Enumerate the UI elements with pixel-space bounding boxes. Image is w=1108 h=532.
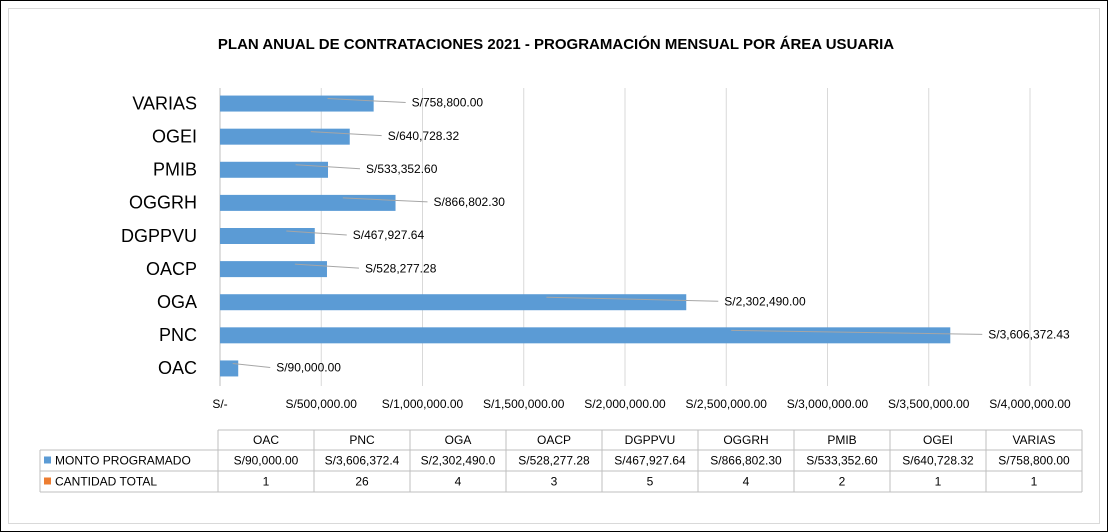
leader-line xyxy=(232,362,271,368)
bar xyxy=(220,360,239,377)
chart-title: PLAN ANUAL DE CONTRATACIONES 2021 - PROG… xyxy=(218,35,894,53)
leader-line xyxy=(327,98,406,104)
leader-line xyxy=(546,296,719,302)
data-label: S/528,277.28 xyxy=(365,261,437,275)
table-cell: S/90,000.00 xyxy=(234,454,299,468)
table-cell: 2 xyxy=(839,475,846,489)
y-tick-label: VARIAS xyxy=(132,93,197,113)
x-tick-label: S/1,000,000.00 xyxy=(382,397,464,411)
table-cell: S/467,927.64 xyxy=(614,454,686,468)
table-cell: S/528,277.28 xyxy=(518,454,590,468)
legend-label: CANTIDAD TOTAL xyxy=(55,475,157,489)
bar xyxy=(220,161,329,178)
legend-swatch xyxy=(44,477,51,485)
table-cell: 4 xyxy=(743,475,750,489)
table-header: PNC xyxy=(349,433,375,447)
bar xyxy=(220,194,396,211)
x-tick-label: S/500,000.00 xyxy=(286,397,358,411)
data-label: S/640,728.32 xyxy=(388,129,460,143)
table-header: OACP xyxy=(537,433,571,447)
data-label: S/3,606,372.43 xyxy=(988,328,1070,342)
bar xyxy=(220,228,315,244)
y-tick-label: OGEI xyxy=(152,126,197,146)
leader-line xyxy=(731,329,983,335)
y-tick-label: DGPPVU xyxy=(121,226,197,246)
legend-label: MONTO PROGRAMADO xyxy=(55,454,191,468)
legend-swatch xyxy=(44,456,51,464)
y-tick-label: OACP xyxy=(146,259,197,279)
table-cell: S/533,352.60 xyxy=(806,454,878,468)
table-header: PMIB xyxy=(827,433,856,447)
data-label: S/866,802.30 xyxy=(434,195,506,209)
x-tick-label: S/- xyxy=(212,397,227,411)
table-cell: 5 xyxy=(647,475,654,489)
table-header: OGA xyxy=(445,433,472,447)
y-tick-label: PNC xyxy=(159,325,197,345)
y-tick-label: OGA xyxy=(157,292,197,312)
x-tick-label: S/3,000,000.00 xyxy=(787,397,869,411)
bar xyxy=(220,294,687,311)
x-tick-label: S/1,500,000.00 xyxy=(483,397,565,411)
bar xyxy=(220,327,951,344)
table-cell: S/866,802.30 xyxy=(710,454,782,468)
data-label: S/533,352.60 xyxy=(366,162,438,176)
y-tick-label: OAC xyxy=(158,358,197,378)
bar xyxy=(220,261,327,278)
y-tick-label: PMIB xyxy=(153,160,197,180)
leader-line xyxy=(342,197,428,203)
chart-area xyxy=(8,8,1100,524)
table-cell: S/758,800.00 xyxy=(998,454,1070,468)
bar xyxy=(220,128,350,145)
table-header: OGEI xyxy=(923,433,953,447)
table-cell: S/640,728.32 xyxy=(902,454,974,468)
x-tick-label: S/3,500,000.00 xyxy=(888,397,970,411)
table-cell: S/3,606,372.4 xyxy=(325,454,400,468)
leader-line xyxy=(295,164,361,170)
table-header: OGGRH xyxy=(723,433,768,447)
table-cell: 3 xyxy=(551,475,558,489)
table-cell: S/2,302,490.0 xyxy=(421,454,496,468)
table-cell: 1 xyxy=(1031,475,1038,489)
data-label: S/2,302,490.00 xyxy=(724,294,806,308)
data-label: S/758,800.00 xyxy=(412,96,484,110)
table-cell: 4 xyxy=(455,475,462,489)
leader-line xyxy=(310,131,382,137)
table-cell: 26 xyxy=(355,475,369,489)
bar xyxy=(220,95,374,112)
table-header: DGPPVU xyxy=(625,433,676,447)
leader-line xyxy=(294,263,360,269)
table-header: VARIAS xyxy=(1012,433,1055,447)
data-label: S/90,000.00 xyxy=(276,361,341,375)
x-tick-label: S/4,000,000.00 xyxy=(989,397,1071,411)
y-tick-label: OGGRH xyxy=(129,193,197,213)
x-tick-label: S/2,000,000.00 xyxy=(584,397,666,411)
table-cell: 1 xyxy=(935,475,942,489)
leader-line xyxy=(286,230,347,236)
table-header: OAC xyxy=(253,433,279,447)
data-label: S/467,927.64 xyxy=(353,228,425,242)
x-tick-label: S/2,500,000.00 xyxy=(686,397,768,411)
table-cell: 1 xyxy=(263,475,270,489)
